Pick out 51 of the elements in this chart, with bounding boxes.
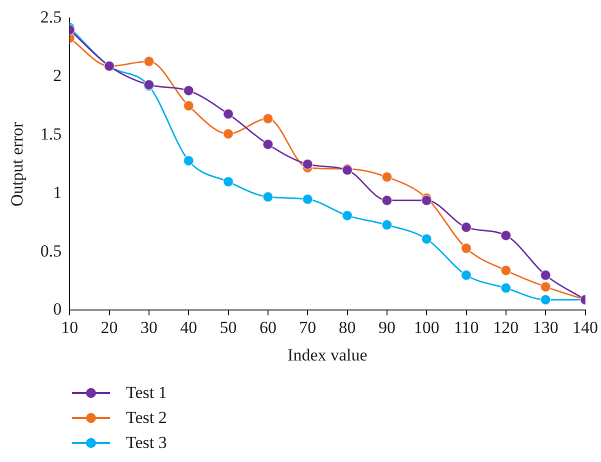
point bbox=[460, 242, 472, 254]
x-tick-label: 70 bbox=[299, 318, 316, 337]
y-tick-label: 0 bbox=[53, 300, 62, 319]
x-tick-label: 120 bbox=[493, 318, 519, 337]
point bbox=[460, 270, 472, 281]
point bbox=[222, 108, 234, 120]
y-tick-label: 1.5 bbox=[40, 124, 62, 144]
x-tick-label: 80 bbox=[338, 318, 356, 337]
point bbox=[302, 194, 314, 205]
point bbox=[540, 270, 552, 281]
point bbox=[342, 210, 353, 222]
point bbox=[222, 176, 234, 188]
point bbox=[500, 230, 512, 241]
point bbox=[143, 56, 154, 67]
point bbox=[262, 191, 274, 202]
x-tick-label: 60 bbox=[259, 318, 276, 337]
point bbox=[381, 219, 392, 230]
x-tick-label: 50 bbox=[220, 318, 237, 337]
legend-label: Test 1 bbox=[126, 382, 167, 402]
point bbox=[460, 222, 472, 233]
x-tick-label: 130 bbox=[532, 318, 558, 337]
point bbox=[183, 155, 194, 166]
x-tick-label: 30 bbox=[140, 318, 158, 337]
x-tick-label: 140 bbox=[572, 318, 598, 337]
point bbox=[262, 113, 274, 124]
y-tick-label: 1 bbox=[53, 182, 62, 202]
y-axis-title: Output error bbox=[8, 122, 27, 206]
legend-label: Test 2 bbox=[126, 408, 167, 428]
point bbox=[183, 85, 194, 96]
x-axis-title: Index value bbox=[288, 345, 368, 364]
point bbox=[421, 233, 432, 244]
x-tick-label: 100 bbox=[414, 318, 440, 337]
point bbox=[222, 128, 234, 140]
point bbox=[183, 100, 194, 112]
point bbox=[500, 264, 512, 276]
x-tick-label: 90 bbox=[378, 318, 396, 337]
point bbox=[381, 194, 392, 206]
x-tick-label: 20 bbox=[100, 318, 118, 337]
legend-label: Test 3 bbox=[126, 432, 167, 452]
y-tick-label: 0.5 bbox=[40, 241, 62, 260]
point bbox=[540, 294, 552, 306]
point bbox=[302, 158, 314, 170]
point bbox=[540, 281, 552, 292]
x-tick-label: 110 bbox=[454, 318, 479, 337]
x-tick-label: 10 bbox=[61, 318, 78, 337]
y-tick-label: 2.5 bbox=[40, 8, 62, 27]
point bbox=[262, 138, 274, 150]
y-tick-label: 2 bbox=[53, 66, 62, 86]
point bbox=[381, 172, 392, 183]
point bbox=[500, 282, 512, 294]
x-tick-label: 40 bbox=[180, 318, 198, 337]
